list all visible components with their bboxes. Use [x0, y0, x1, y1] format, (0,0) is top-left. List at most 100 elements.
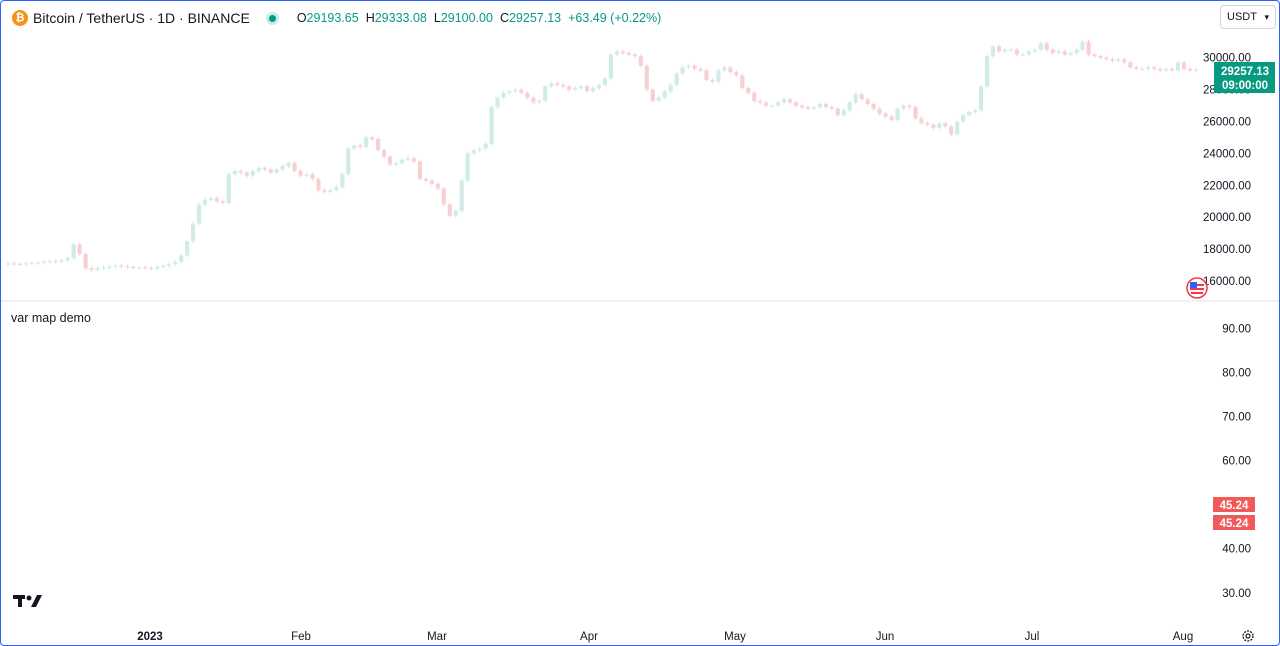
- candle-body: [990, 46, 996, 57]
- indicator-line-segment: [1038, 465, 1043, 478]
- candle-body: [495, 97, 500, 108]
- indicator-title[interactable]: var map demo: [11, 311, 91, 325]
- candle-body: [847, 102, 852, 111]
- indicator-value-bg-2: [1213, 515, 1255, 530]
- indicator-line-segment: [1138, 535, 1143, 537]
- high-label: H: [365, 11, 375, 25]
- indicator-line-segment: [39, 507, 44, 509]
- candle-body: [811, 107, 817, 109]
- indicator-line-segment: [162, 489, 167, 500]
- candle-body: [537, 100, 542, 103]
- indicator-line-segment: [307, 521, 312, 522]
- settings-gear-icon[interactable]: [1241, 629, 1255, 643]
- indicator-line-segment: [702, 513, 707, 522]
- candle-body: [973, 110, 978, 112]
- candle-body: [835, 108, 840, 116]
- candle-body: [1193, 69, 1199, 71]
- candle-body: [668, 84, 673, 92]
- us-flag-icon[interactable]: [1186, 277, 1208, 299]
- indicator-line-segment: [416, 542, 421, 579]
- candle-body: [346, 148, 351, 175]
- indicator-line-segment: [643, 513, 648, 533]
- candle-body: [83, 253, 88, 269]
- candle-body: [1110, 59, 1115, 61]
- indicator-line-segment: [552, 447, 557, 454]
- candle-body: [596, 84, 602, 89]
- candle-body: [620, 51, 625, 53]
- indicator-tick-label: 70.00: [1222, 412, 1251, 424]
- candle-body: [901, 105, 906, 109]
- candle-body: [662, 91, 667, 98]
- indicator-line-segment: [1183, 502, 1188, 524]
- indicator-line-segment: [321, 425, 326, 491]
- time-axis[interactable]: 2023 Feb Mar Apr May Jun Jul Aug: [137, 631, 1193, 643]
- indicator-line-segment: [334, 428, 339, 429]
- candle-body: [1038, 43, 1043, 50]
- candle-body: [1187, 68, 1193, 71]
- candle-body: [268, 169, 273, 173]
- indicator-line-segment: [12, 511, 17, 522]
- currency-select[interactable]: USDT ▾: [1220, 5, 1276, 29]
- tradingview-logo-icon[interactable]: [13, 593, 45, 609]
- indicator-line-segment: [838, 511, 843, 533]
- candle-body: [1044, 43, 1049, 50]
- indicator-line-segment: [471, 407, 476, 409]
- candle-body: [107, 266, 112, 268]
- candle-body: [95, 268, 100, 270]
- indicator-line-segment: [275, 425, 280, 432]
- indicator-line-segment: [375, 487, 380, 489]
- indicator-line-segment: [339, 429, 344, 441]
- indicator-line-segment: [1093, 496, 1098, 500]
- candle-body: [149, 267, 154, 269]
- candle-body: [871, 103, 876, 109]
- indicator-line-segment: [1174, 531, 1179, 535]
- candle-body: [632, 54, 637, 57]
- open-label: O: [296, 11, 307, 25]
- candle-body: [1140, 68, 1145, 70]
- indicator-line-segment: [1129, 499, 1134, 513]
- market-status-icon[interactable]: [265, 11, 279, 25]
- indicator-line-segment: [312, 498, 317, 522]
- time-axis-label: Apr: [580, 631, 598, 643]
- symbol-title[interactable]: Bitcoin / TetherUS · 1D · BINANCE: [33, 10, 250, 26]
- indicator-line-segment: [1088, 480, 1093, 495]
- candle-body: [1086, 41, 1091, 55]
- time-axis-label: Aug: [1173, 631, 1193, 643]
- candle-body: [650, 89, 655, 101]
- candle-body: [1050, 49, 1055, 53]
- indicator-line-segment: [1079, 430, 1084, 476]
- indicator-line-segment: [353, 423, 358, 436]
- indicator-line-segment: [434, 498, 439, 584]
- candle-body: [829, 107, 834, 109]
- candle-body: [256, 167, 261, 171]
- candle-body: [131, 267, 136, 269]
- indicator-line-segment: [788, 531, 793, 538]
- indicator-line-segment: [189, 372, 194, 407]
- close-value: 29257.13: [508, 11, 562, 25]
- candle-body: [525, 92, 530, 98]
- candle-body: [399, 159, 405, 164]
- candle-body: [752, 92, 757, 101]
- close-label: C: [499, 11, 509, 25]
- indicator-line-segment: [1192, 524, 1197, 525]
- indicator-line-segment: [961, 439, 966, 470]
- indicator-line-segment: [443, 452, 448, 461]
- indicator-line-segment: [139, 533, 144, 534]
- indicator-line-segment: [543, 441, 548, 452]
- candle-body: [453, 210, 458, 216]
- candle-body: [919, 118, 924, 124]
- candle-body: [716, 70, 721, 82]
- candle-body: [1020, 54, 1025, 56]
- candle-body: [507, 91, 512, 93]
- indicator-line-segment: [257, 357, 262, 421]
- indicator-line-segment: [1120, 508, 1125, 512]
- candle-body: [799, 105, 805, 108]
- indicator-value-bg-1: [1213, 497, 1255, 512]
- candle-body: [943, 123, 948, 127]
- indicator-line-segment: [720, 491, 725, 513]
- indicator-line-segment: [779, 540, 784, 544]
- indicator-line-segment: [707, 514, 712, 522]
- price-axis[interactable]: 16000.00 18000.00 20000.00 22000.00 24000.00…: [1203, 53, 1251, 288]
